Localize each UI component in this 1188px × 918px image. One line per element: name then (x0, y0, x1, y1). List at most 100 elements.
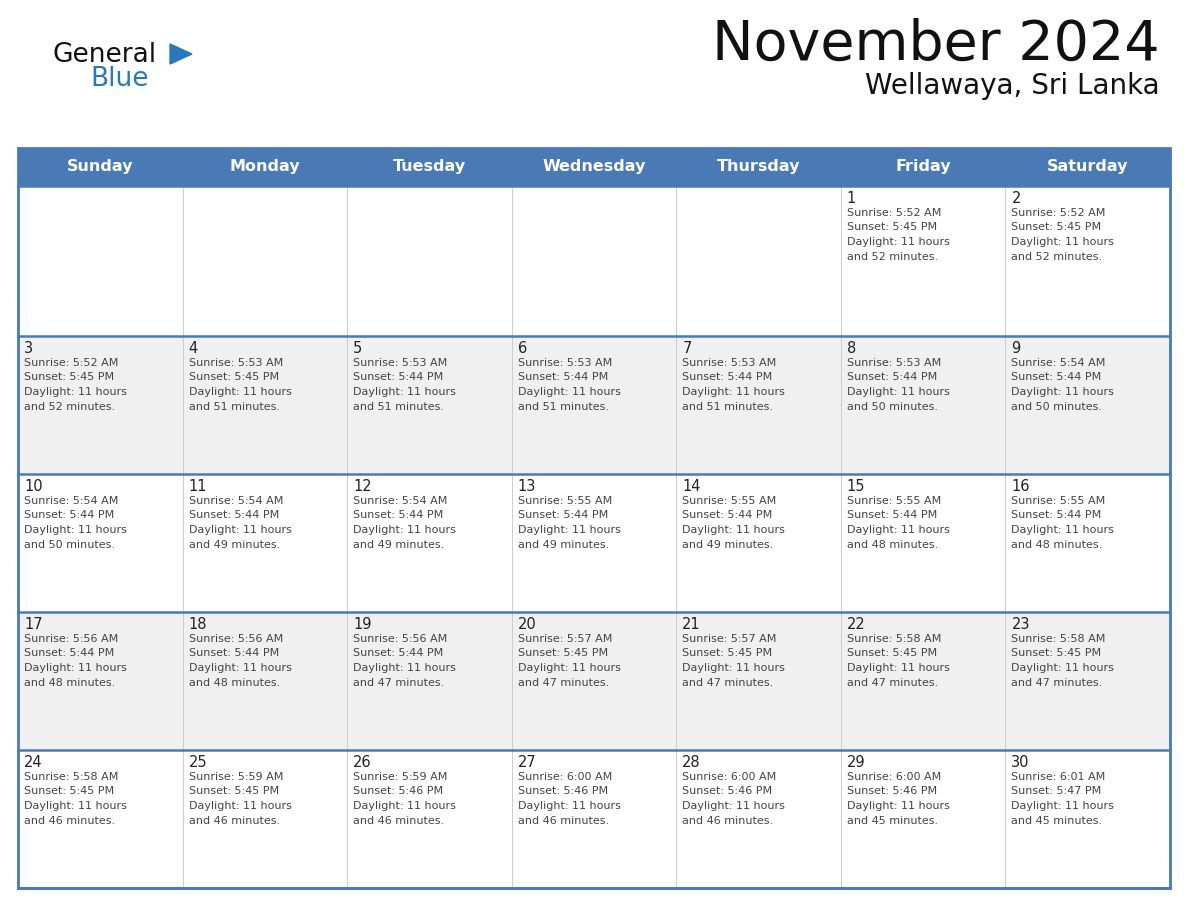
Bar (841, 186, 1005, 336)
Text: Sunrise: 5:56 AM: Sunrise: 5:56 AM (353, 634, 448, 644)
Text: Sunrise: 5:53 AM: Sunrise: 5:53 AM (518, 358, 612, 368)
Text: 8: 8 (847, 341, 857, 356)
Text: Daylight: 11 hours: Daylight: 11 hours (189, 801, 291, 811)
Text: and 50 minutes.: and 50 minutes. (847, 401, 937, 411)
Text: Sunset: 5:45 PM: Sunset: 5:45 PM (1011, 222, 1101, 232)
Text: 19: 19 (353, 617, 372, 632)
Text: Daylight: 11 hours: Daylight: 11 hours (353, 387, 456, 397)
Bar (18, 750, 183, 888)
Text: 11: 11 (189, 479, 207, 494)
Bar (18, 148, 1170, 888)
Text: 3: 3 (24, 341, 33, 356)
Text: 7: 7 (682, 341, 691, 356)
Text: 30: 30 (1011, 755, 1030, 770)
Text: 10: 10 (24, 479, 43, 494)
Text: Sunset: 5:44 PM: Sunset: 5:44 PM (847, 510, 937, 521)
Text: Sunset: 5:46 PM: Sunset: 5:46 PM (847, 787, 937, 797)
Bar (347, 750, 512, 888)
Bar (512, 612, 676, 750)
Text: Daylight: 11 hours: Daylight: 11 hours (24, 663, 127, 673)
Bar (676, 336, 841, 474)
Text: 6: 6 (518, 341, 527, 356)
Text: Sunset: 5:45 PM: Sunset: 5:45 PM (1011, 648, 1101, 658)
Text: Daylight: 11 hours: Daylight: 11 hours (682, 801, 785, 811)
Text: 22: 22 (847, 617, 866, 632)
Text: Daylight: 11 hours: Daylight: 11 hours (518, 801, 620, 811)
Text: Daylight: 11 hours: Daylight: 11 hours (682, 387, 785, 397)
Text: Sunset: 5:45 PM: Sunset: 5:45 PM (24, 787, 114, 797)
Text: Daylight: 11 hours: Daylight: 11 hours (847, 801, 949, 811)
Text: Sunset: 5:44 PM: Sunset: 5:44 PM (353, 510, 443, 521)
Text: Sunrise: 5:53 AM: Sunrise: 5:53 AM (189, 358, 283, 368)
Bar (18, 148, 183, 186)
Text: and 48 minutes.: and 48 minutes. (1011, 540, 1102, 550)
Text: Sunset: 5:44 PM: Sunset: 5:44 PM (189, 648, 279, 658)
Text: Daylight: 11 hours: Daylight: 11 hours (847, 663, 949, 673)
Text: Sunrise: 6:00 AM: Sunrise: 6:00 AM (847, 772, 941, 782)
Text: Sunset: 5:44 PM: Sunset: 5:44 PM (24, 648, 114, 658)
Text: 25: 25 (189, 755, 207, 770)
Bar (512, 750, 676, 888)
Text: and 48 minutes.: and 48 minutes. (847, 540, 939, 550)
Bar (183, 474, 347, 612)
Text: Wellawaya, Sri Lanka: Wellawaya, Sri Lanka (865, 72, 1159, 100)
Text: Sunrise: 5:52 AM: Sunrise: 5:52 AM (847, 208, 941, 218)
Text: Daylight: 11 hours: Daylight: 11 hours (847, 525, 949, 535)
Text: 18: 18 (189, 617, 207, 632)
Bar (512, 336, 676, 474)
Text: Sunrise: 5:56 AM: Sunrise: 5:56 AM (189, 634, 283, 644)
Text: Sunrise: 5:54 AM: Sunrise: 5:54 AM (353, 496, 448, 506)
Text: Sunset: 5:46 PM: Sunset: 5:46 PM (353, 787, 443, 797)
Text: Sunset: 5:47 PM: Sunset: 5:47 PM (1011, 787, 1101, 797)
Text: and 49 minutes.: and 49 minutes. (189, 540, 280, 550)
Text: Sunrise: 5:53 AM: Sunrise: 5:53 AM (353, 358, 448, 368)
Text: and 46 minutes.: and 46 minutes. (682, 815, 773, 825)
Text: Sunrise: 5:58 AM: Sunrise: 5:58 AM (847, 634, 941, 644)
Text: 13: 13 (518, 479, 536, 494)
Text: 2: 2 (1011, 191, 1020, 206)
Text: Sunset: 5:44 PM: Sunset: 5:44 PM (518, 510, 608, 521)
Text: Sunrise: 5:58 AM: Sunrise: 5:58 AM (1011, 634, 1106, 644)
Text: Sunrise: 5:54 AM: Sunrise: 5:54 AM (24, 496, 119, 506)
Text: Sunrise: 5:59 AM: Sunrise: 5:59 AM (353, 772, 448, 782)
Text: Sunrise: 6:00 AM: Sunrise: 6:00 AM (518, 772, 612, 782)
Text: Daylight: 11 hours: Daylight: 11 hours (682, 525, 785, 535)
Bar (1005, 750, 1170, 888)
Text: Daylight: 11 hours: Daylight: 11 hours (353, 801, 456, 811)
Text: Blue: Blue (90, 66, 148, 92)
Text: Sunrise: 5:57 AM: Sunrise: 5:57 AM (682, 634, 777, 644)
Text: Sunrise: 5:54 AM: Sunrise: 5:54 AM (1011, 358, 1106, 368)
Text: Sunset: 5:44 PM: Sunset: 5:44 PM (682, 510, 772, 521)
Text: Sunset: 5:45 PM: Sunset: 5:45 PM (847, 222, 937, 232)
Text: and 49 minutes.: and 49 minutes. (353, 540, 444, 550)
Text: Daylight: 11 hours: Daylight: 11 hours (1011, 801, 1114, 811)
Text: Daylight: 11 hours: Daylight: 11 hours (1011, 237, 1114, 247)
Bar (347, 612, 512, 750)
Text: and 45 minutes.: and 45 minutes. (847, 815, 939, 825)
Bar (841, 336, 1005, 474)
Text: Sunset: 5:44 PM: Sunset: 5:44 PM (1011, 510, 1101, 521)
Text: Daylight: 11 hours: Daylight: 11 hours (518, 525, 620, 535)
Text: Daylight: 11 hours: Daylight: 11 hours (353, 663, 456, 673)
Text: Sunday: Sunday (67, 160, 133, 174)
Text: 12: 12 (353, 479, 372, 494)
Text: and 51 minutes.: and 51 minutes. (189, 401, 279, 411)
Text: Sunset: 5:46 PM: Sunset: 5:46 PM (518, 787, 608, 797)
Text: Sunrise: 6:01 AM: Sunrise: 6:01 AM (1011, 772, 1106, 782)
Bar (18, 474, 183, 612)
Text: Daylight: 11 hours: Daylight: 11 hours (24, 387, 127, 397)
Text: Sunrise: 5:59 AM: Sunrise: 5:59 AM (189, 772, 283, 782)
Text: Daylight: 11 hours: Daylight: 11 hours (189, 525, 291, 535)
Text: and 49 minutes.: and 49 minutes. (682, 540, 773, 550)
Text: Sunset: 5:44 PM: Sunset: 5:44 PM (682, 373, 772, 383)
Text: 9: 9 (1011, 341, 1020, 356)
Text: Daylight: 11 hours: Daylight: 11 hours (847, 237, 949, 247)
Text: 27: 27 (518, 755, 537, 770)
Text: Saturday: Saturday (1047, 160, 1129, 174)
Text: 29: 29 (847, 755, 866, 770)
Text: Sunset: 5:44 PM: Sunset: 5:44 PM (189, 510, 279, 521)
Bar (1005, 336, 1170, 474)
Text: Sunrise: 5:57 AM: Sunrise: 5:57 AM (518, 634, 612, 644)
Text: 23: 23 (1011, 617, 1030, 632)
Text: and 48 minutes.: and 48 minutes. (24, 677, 115, 688)
